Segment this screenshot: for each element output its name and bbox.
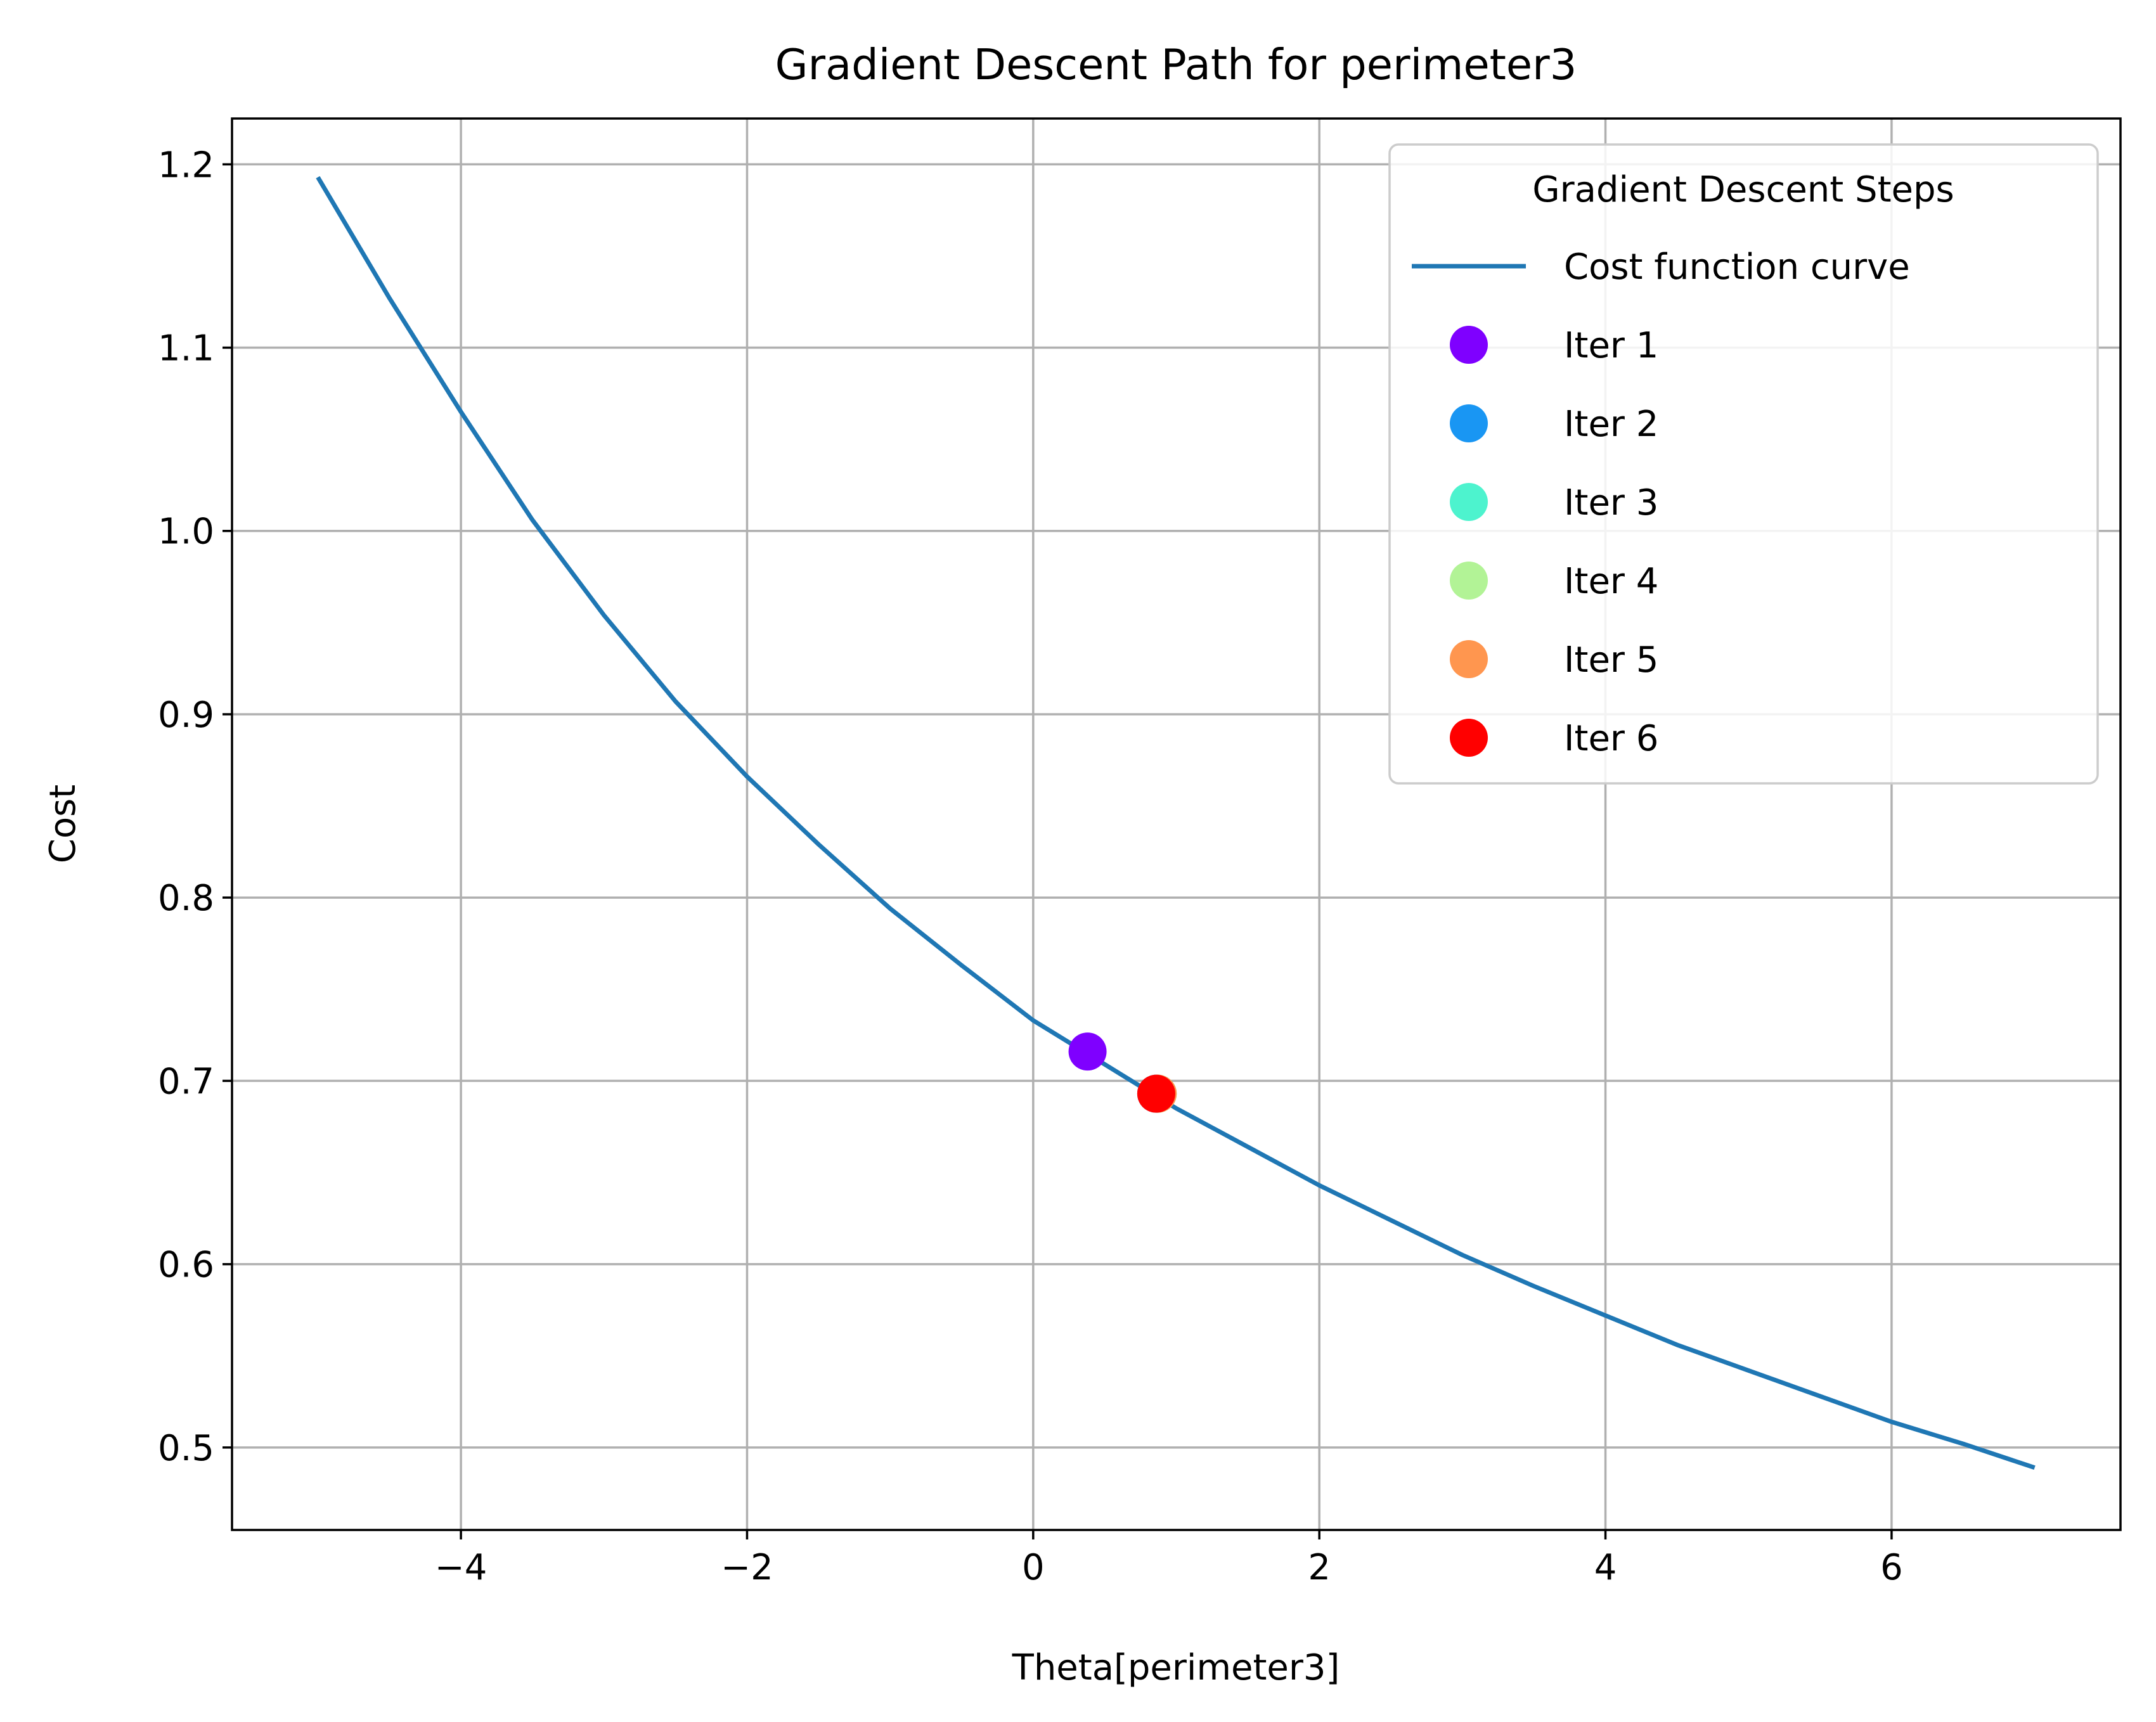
iter-6-point — [1137, 1074, 1175, 1113]
y-axis-ticks: 0.5 0.6 0.7 0.8 0.9 1.0 1.1 1.2 — [158, 145, 232, 1469]
cost-function-curve — [316, 176, 2036, 1470]
legend-label-iter-2: Iter 2 — [1564, 404, 1658, 445]
legend-iter-5-swatch — [1450, 640, 1488, 678]
legend-label-iter-1: Iter 1 — [1564, 325, 1658, 366]
legend-iter-6-swatch — [1450, 719, 1488, 757]
points-layer — [1068, 1032, 1177, 1113]
legend-box — [1388, 143, 2099, 785]
legend-iter-2-swatch — [1450, 404, 1488, 442]
legend-title: Gradient Descent Steps — [1532, 169, 1954, 210]
legend-label-iter-5: Iter 5 — [1564, 639, 1658, 681]
x-axis-ticks: −4 −2 0 2 4 6 — [435, 1530, 1903, 1588]
curve-layer — [316, 176, 2036, 1470]
iter-1-point — [1068, 1032, 1107, 1071]
x-tick-label: 2 — [1308, 1547, 1331, 1588]
legend-label-curve: Cost function curve — [1564, 247, 1910, 288]
y-tick-label: 0.8 — [158, 878, 214, 919]
legend-label-iter-3: Iter 3 — [1564, 482, 1658, 524]
legend-iter-4-swatch — [1450, 562, 1488, 600]
chart-title: Gradient Descent Path for perimeter3 — [775, 40, 1577, 89]
legend-label-iter-4: Iter 4 — [1564, 561, 1658, 602]
y-tick-label: 1.2 — [158, 145, 214, 186]
legend-label-iter-6: Iter 6 — [1564, 718, 1658, 759]
x-tick-label: 6 — [1880, 1547, 1903, 1588]
x-tick-label: −4 — [435, 1547, 487, 1588]
x-axis-label: Theta[perimeter3] — [1012, 1647, 1340, 1688]
x-tick-label: −2 — [721, 1547, 773, 1588]
plot-frame — [231, 117, 2122, 1531]
legend-iter-1-swatch — [1450, 326, 1488, 364]
y-tick-label: 1.0 — [158, 511, 214, 553]
x-tick-label: 4 — [1594, 1547, 1617, 1588]
y-tick-label: 0.5 — [158, 1428, 214, 1469]
y-tick-label: 0.9 — [158, 695, 214, 736]
legend: Gradient Descent Steps Cost function cur… — [1388, 143, 2099, 785]
legend-entries: Cost function curve Iter 1 Iter 2 Iter 3 Ite… — [1412, 247, 1910, 759]
x-tick-label: 0 — [1022, 1547, 1045, 1588]
legend-iter-3-swatch — [1450, 483, 1488, 521]
y-tick-label: 0.7 — [158, 1061, 214, 1102]
y-axis-label: Cost — [42, 785, 84, 864]
y-tick-label: 0.6 — [158, 1245, 214, 1286]
y-tick-label: 1.1 — [158, 328, 214, 369]
